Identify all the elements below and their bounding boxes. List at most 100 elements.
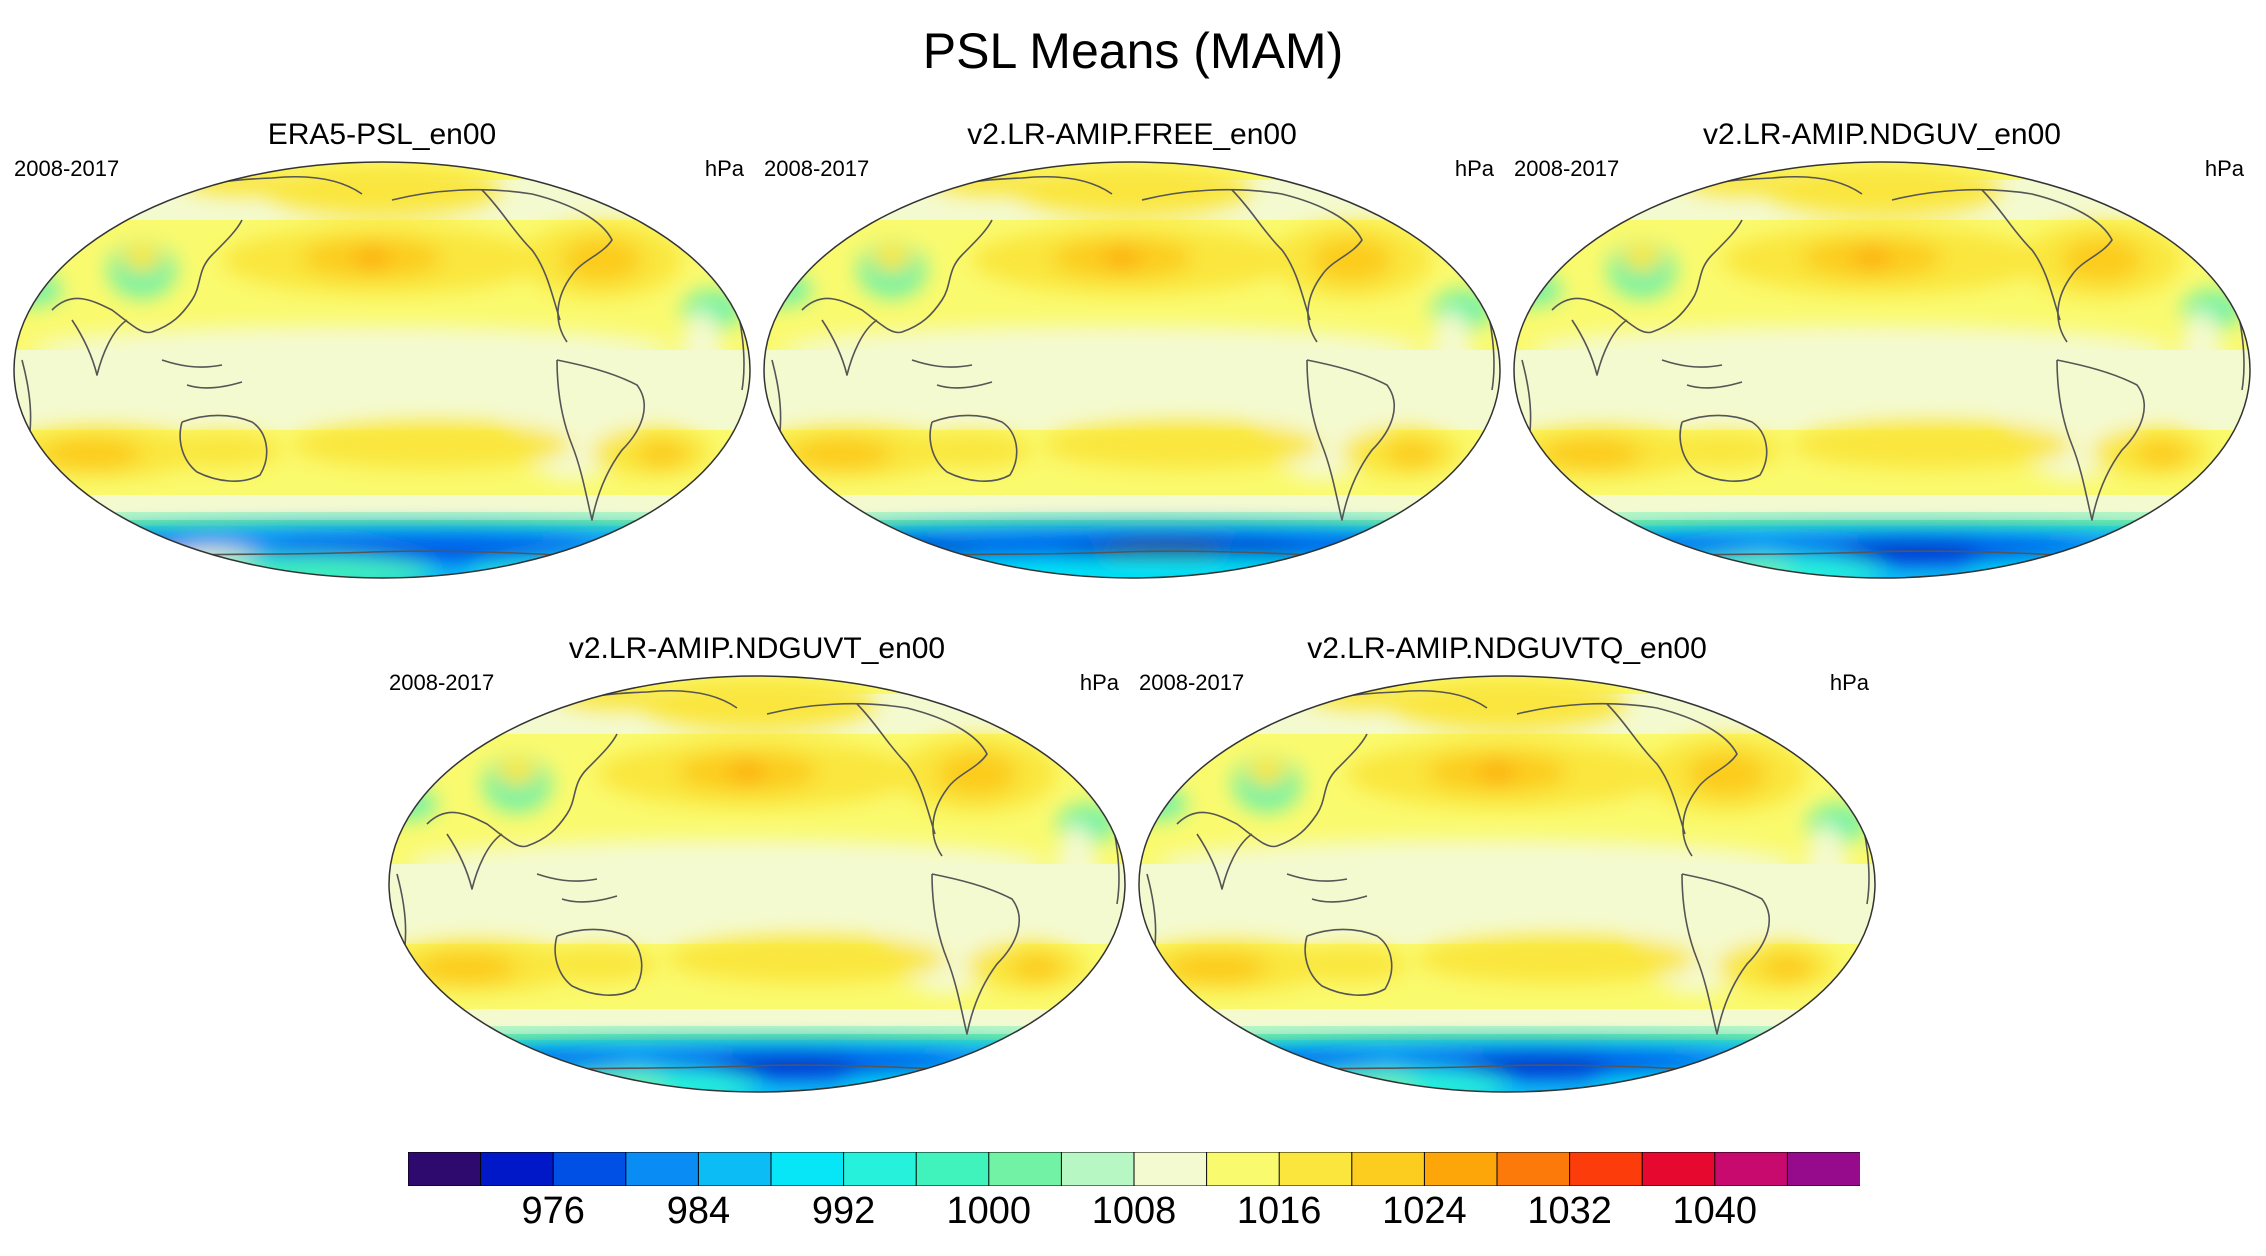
colorbar-tick-label: 1016 bbox=[1236, 1190, 1322, 1232]
coastline bbox=[446, 833, 503, 890]
colorbar-swatch bbox=[552, 1152, 627, 1186]
pressure-cell bbox=[1792, 421, 2072, 469]
coastline bbox=[481, 189, 561, 321]
pressure-band bbox=[14, 512, 750, 520]
colorbar-swatch bbox=[1569, 1152, 1644, 1186]
coastline bbox=[1679, 414, 1768, 482]
panel-units: hPa bbox=[1079, 670, 1119, 695]
pressure-cell bbox=[407, 840, 1047, 888]
pressure-cell bbox=[417, 952, 517, 984]
colorbar-swatch bbox=[1786, 1152, 1860, 1186]
colorbar-tick-label: 1032 bbox=[1527, 1190, 1612, 1232]
pressure-cell bbox=[162, 432, 282, 468]
colorbar-swatch bbox=[1278, 1152, 1353, 1186]
pressure-cell bbox=[1479, 764, 1515, 780]
coastline bbox=[1196, 833, 1253, 890]
pressure-cell bbox=[1102, 542, 1222, 562]
coastline bbox=[1681, 873, 1771, 1035]
pressure-cell bbox=[782, 558, 1500, 578]
pressure-cell bbox=[1387, 678, 1627, 730]
pressure-cell bbox=[1842, 540, 1982, 560]
pressure-band bbox=[14, 520, 750, 526]
coastline bbox=[1141, 188, 1363, 343]
figure-title: PSL Means (MAM) bbox=[922, 23, 1344, 79]
coastline bbox=[1891, 188, 2113, 343]
pressure-cell bbox=[2182, 310, 2222, 410]
pressure-band bbox=[1139, 1009, 1875, 1026]
pressure-cell bbox=[557, 682, 677, 710]
pressure-cell bbox=[1761, 954, 1813, 982]
colorbar-tick-label: 984 bbox=[666, 1190, 731, 1232]
pressure-cell bbox=[717, 1054, 857, 1074]
pressure-cell bbox=[1532, 326, 2172, 374]
pressure-cell bbox=[262, 164, 502, 216]
coastline bbox=[801, 219, 993, 334]
panel-period: 2008-2017 bbox=[764, 156, 870, 181]
coastline bbox=[1516, 702, 1738, 857]
pressure-cell bbox=[792, 438, 892, 470]
coastline bbox=[911, 359, 993, 389]
colorbar-swatch bbox=[1423, 1152, 1499, 1186]
pressure-band bbox=[1514, 512, 2250, 520]
pressure-cell bbox=[682, 310, 722, 410]
coastline bbox=[1571, 319, 1628, 376]
panel-units: hPa bbox=[704, 156, 744, 181]
pressure-band bbox=[764, 512, 1500, 520]
colorbar-swatch bbox=[988, 1152, 1063, 1186]
pressure-cell bbox=[1542, 438, 1642, 470]
map-panel-ndguvtq: v2.LR-AMIP.NDGUVTQ_en00 2008-2017 hPa bbox=[1137, 632, 1877, 1102]
pressure-cell bbox=[1287, 946, 1407, 982]
colorbar-swatch bbox=[770, 1152, 845, 1186]
pressure-cell bbox=[667, 935, 947, 983]
colorbar-swatch bbox=[480, 1152, 555, 1186]
pressure-cell bbox=[1312, 238, 1392, 282]
pressure-cell bbox=[1572, 542, 1752, 562]
pressure-cell bbox=[1012, 164, 1252, 216]
pressure-cell bbox=[932, 168, 1052, 196]
colorbar-tick-label: 1008 bbox=[1091, 1190, 1177, 1232]
coastline bbox=[1306, 359, 1396, 521]
map-outline bbox=[1513, 161, 2251, 579]
coastline bbox=[426, 733, 618, 848]
map-outline bbox=[13, 161, 751, 579]
pressure-cell bbox=[1807, 824, 1847, 924]
pressure-cell bbox=[1167, 952, 1267, 984]
coastline bbox=[1370, 178, 1433, 216]
pressure-band bbox=[14, 495, 750, 512]
pressure-cell bbox=[1197, 1056, 1377, 1076]
pressure-cell bbox=[292, 421, 572, 469]
pressure-band bbox=[764, 495, 1500, 512]
coastline bbox=[1286, 873, 1368, 903]
pressure-cell bbox=[354, 250, 390, 266]
coastline bbox=[161, 359, 243, 389]
coastline bbox=[71, 319, 128, 376]
psl-map bbox=[388, 675, 1126, 1093]
pressure-cell bbox=[1432, 310, 1472, 410]
colorbar bbox=[408, 1152, 1860, 1186]
coastline bbox=[929, 414, 1018, 482]
coastline bbox=[179, 414, 268, 482]
colorbar-tick-label: 1000 bbox=[946, 1190, 1032, 1232]
psl-map bbox=[763, 161, 1501, 579]
coastline bbox=[1661, 359, 1743, 389]
pressure-cell bbox=[1057, 824, 1097, 924]
psl-map bbox=[1513, 161, 2251, 579]
panel-title: v2.LR-AMIP.NDGUVTQ_en00 bbox=[1307, 632, 1707, 665]
pressure-cell bbox=[1682, 168, 1802, 196]
pressure-cell bbox=[1417, 935, 1697, 983]
panel-title: v2.LR-AMIP.NDGUVT_en00 bbox=[568, 632, 946, 665]
pressure-cell bbox=[782, 326, 1422, 374]
coastline bbox=[391, 188, 613, 343]
panel-units: hPa bbox=[1829, 670, 1869, 695]
map-panel-era5: ERA5-PSL_en00 2008-2017 hPa bbox=[12, 118, 752, 588]
colorbar-tick-label: 992 bbox=[811, 1190, 876, 1232]
pressure-band bbox=[1139, 1026, 1875, 1034]
pressure-cell bbox=[32, 326, 672, 374]
panel-period: 2008-2017 bbox=[1514, 156, 1620, 181]
colorbar-tick-label: 1024 bbox=[1382, 1190, 1467, 1232]
coastline bbox=[1231, 189, 1311, 321]
coastline bbox=[556, 359, 646, 521]
coastline bbox=[554, 928, 643, 996]
pressure-band bbox=[1139, 1034, 1875, 1040]
colorbar-swatch bbox=[843, 1152, 918, 1186]
